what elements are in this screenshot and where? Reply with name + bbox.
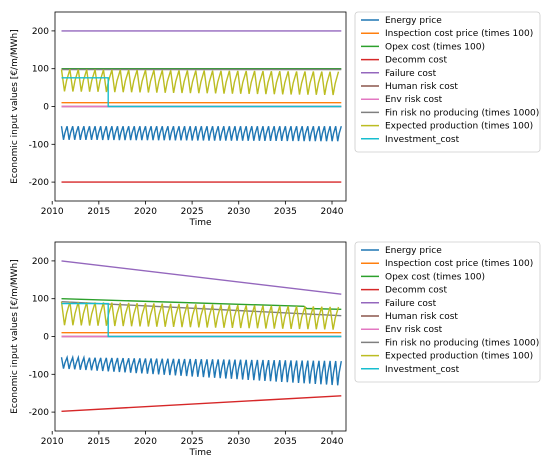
- legend-entry: Env risk cost: [385, 325, 443, 335]
- legend-entry: Opex cost (times 100): [385, 42, 485, 52]
- legend-entry: Expected production (times 100): [385, 352, 533, 362]
- x-tick-label: 2035: [274, 437, 297, 447]
- chart-panel-1: 2010 2015 2020 2025 2030 2035 2040 -200 -100 0 100…: [10, 11, 541, 228]
- y-tick-label: 0: [43, 333, 49, 343]
- legend-box: [354, 11, 541, 153]
- legend-entry: Energy price: [385, 16, 442, 26]
- x-tick-label: 2030: [227, 207, 250, 217]
- chart-panel-2: 2010 2015 2020 2025 2030 2035 2040 -200 -100 0 100…: [10, 241, 541, 458]
- legend-entry: Decomm cost: [385, 56, 447, 66]
- legend-entry: Inspection cost price (times 100): [385, 259, 533, 269]
- y-axis-label: Economic input values [€/m/MWh]: [10, 29, 20, 184]
- legend-entry: Human risk cost: [385, 312, 458, 322]
- series-line-4: [61, 395, 342, 412]
- y-tick-label: 200: [32, 27, 49, 37]
- series-line-9: [60, 301, 340, 330]
- x-tick-label: 2025: [181, 437, 204, 447]
- y-tick-label: 100: [32, 65, 49, 75]
- legend-entry: Investment_cost: [385, 365, 460, 375]
- y-tick-label: -100: [29, 370, 50, 380]
- legend-entry: Investment_cost: [385, 135, 460, 145]
- y-tick-label: 200: [32, 257, 49, 267]
- series-line-10: [61, 302, 342, 338]
- series-group: [60, 30, 342, 183]
- legend-entry: Inspection cost price (times 100): [385, 29, 533, 39]
- x-tick-label: 2020: [134, 437, 157, 447]
- x-tick-label: 2010: [41, 207, 64, 217]
- x-tick-label: 2025: [181, 207, 204, 217]
- x-axis-label: Time: [188, 448, 211, 458]
- y-axis-label: Economic input values [€/m/MWh]: [10, 259, 20, 414]
- x-tick-label: 2020: [134, 207, 157, 217]
- legend-entry: Env risk cost: [385, 95, 443, 105]
- y-tick-label: -100: [29, 140, 50, 150]
- series-line-9: [60, 69, 340, 96]
- y-tick-label: 100: [32, 295, 49, 305]
- x-tick-label: 2010: [41, 437, 64, 447]
- legend-entry: Fin risk no producing (times 1000): [385, 338, 539, 348]
- x-tick-label: 2030: [227, 437, 250, 447]
- legend: Energy price Inspection cost price (times…: [354, 11, 541, 153]
- x-tick-label: 2035: [274, 207, 297, 217]
- x-axis-label: Time: [188, 218, 211, 228]
- x-tick-label: 2015: [87, 437, 110, 447]
- y-tick-label: -200: [29, 408, 50, 418]
- x-tick-label: 2040: [321, 207, 344, 217]
- y-tick-label: 0: [43, 103, 49, 113]
- legend-entry: Expected production (times 100): [385, 122, 533, 132]
- legend-entry: Opex cost (times 100): [385, 272, 485, 282]
- legend-entry: Failure cost: [385, 69, 437, 79]
- legend-entry: Human risk cost: [385, 82, 458, 92]
- series-line-1: [60, 354, 342, 386]
- y-tick-label: -200: [29, 178, 50, 188]
- x-tick-label: 2015: [87, 207, 110, 217]
- legend-entry: Energy price: [385, 246, 442, 256]
- legend: Energy price Inspection cost price (times…: [354, 241, 541, 383]
- series-group: [60, 260, 342, 412]
- legend-entry: Decomm cost: [385, 286, 447, 296]
- series-line-10: [61, 77, 342, 108]
- x-tick-label: 2040: [321, 437, 344, 447]
- series-line-1: [60, 125, 342, 142]
- legend-box: [354, 241, 541, 383]
- legend-entry: Failure cost: [385, 299, 437, 309]
- series-line-5: [61, 260, 342, 295]
- legend-entry: Fin risk no producing (times 1000): [385, 108, 539, 118]
